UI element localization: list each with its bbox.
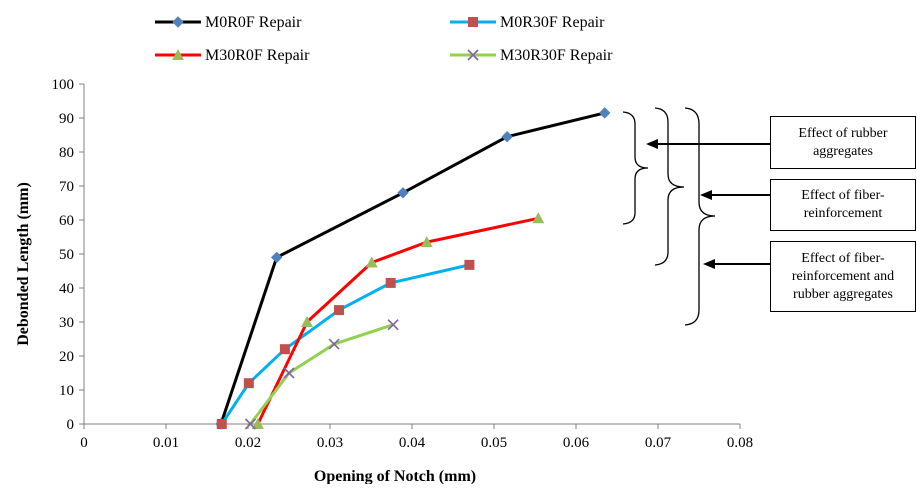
series-2 bbox=[251, 212, 545, 429]
data-point bbox=[243, 378, 254, 389]
legend-item-3: M30R30F Repair bbox=[450, 47, 613, 64]
data-point bbox=[216, 419, 227, 429]
legend-item-2: M30R0F Repair bbox=[155, 47, 310, 64]
bracket-fiber bbox=[654, 107, 685, 266]
data-point bbox=[501, 130, 513, 143]
x-marker-stroke bbox=[387, 319, 399, 331]
annotation-fiber-text: Effect of fiber-reinforcement bbox=[801, 188, 885, 221]
series-0 bbox=[215, 107, 611, 430]
arrow-rubber bbox=[646, 139, 770, 149]
y-tick-label: 10 bbox=[59, 383, 74, 399]
data-point bbox=[283, 367, 295, 379]
series-line bbox=[220, 263, 470, 425]
x-axis-title: Opening of Notch (mm) bbox=[314, 468, 476, 484]
data-point bbox=[279, 344, 290, 355]
series-3 bbox=[244, 319, 399, 430]
series-layer bbox=[215, 107, 611, 430]
legend-label: M0R30F Repair bbox=[500, 14, 605, 31]
data-point bbox=[365, 256, 378, 268]
legend-label: M0R0F Repair bbox=[205, 14, 302, 31]
y-axis-title: Debonded Length (mm) bbox=[15, 182, 32, 346]
data-point bbox=[334, 305, 345, 316]
x-tick-label: 0.05 bbox=[481, 435, 507, 451]
data-point bbox=[532, 212, 545, 224]
x-marker-stroke bbox=[467, 49, 479, 61]
series-line bbox=[249, 323, 394, 425]
bracket-rubber bbox=[622, 111, 649, 225]
x-marker-stroke bbox=[244, 418, 257, 430]
x-tick-label: 0.04 bbox=[399, 435, 426, 451]
legend-marker bbox=[172, 16, 184, 28]
x-tick-label: 0.07 bbox=[645, 435, 672, 451]
y-tick-label: 60 bbox=[59, 213, 74, 229]
arrow-head bbox=[646, 139, 658, 149]
y-tick-label: 0 bbox=[67, 417, 75, 433]
x-marker-stroke bbox=[283, 367, 295, 379]
legend-layer: M0R0F Repair M0R30F Repair M30R0F Repair M3… bbox=[155, 14, 613, 64]
data-point bbox=[301, 316, 314, 327]
x-tick-label: 0.03 bbox=[317, 435, 343, 451]
y-tick-label: 80 bbox=[59, 145, 74, 161]
y-tick-label: 50 bbox=[59, 247, 74, 263]
legend-item-1: M0R30F Repair bbox=[450, 14, 605, 31]
data-point bbox=[598, 107, 611, 119]
x-tick-label: 0.06 bbox=[563, 435, 590, 451]
y-tick-label: 30 bbox=[59, 315, 74, 331]
bracket-fiber-rubber bbox=[684, 107, 716, 326]
data-point bbox=[328, 338, 340, 350]
legend-label: M30R0F Repair bbox=[205, 47, 310, 64]
data-point bbox=[270, 251, 283, 264]
data-point bbox=[387, 319, 399, 331]
legend-item-0: M0R0F Repair bbox=[155, 14, 302, 31]
y-tick-label: 40 bbox=[59, 281, 74, 297]
legend-marker bbox=[468, 17, 478, 27]
axes-layer: 0 10 20 30 40 50 60 70 80 90 100 0 0.01 0.02 0.03 0.04 0… bbox=[15, 77, 753, 485]
x-tick-label: 0.08 bbox=[727, 435, 753, 451]
annotation-rubber-text: Effect of rubber aggregates bbox=[798, 125, 888, 159]
arrow-fiber bbox=[700, 190, 770, 200]
y-tick-label: 100 bbox=[52, 77, 75, 93]
series-line bbox=[219, 111, 606, 425]
data-point bbox=[397, 187, 409, 199]
data-point bbox=[464, 259, 475, 270]
annotation-fiber-box: Effect of fiber-reinforcement bbox=[770, 179, 916, 231]
legend-marker bbox=[172, 49, 184, 60]
annotation-fiber-rubber-box: Effect of fiber-reinforcement and rubber… bbox=[770, 241, 916, 312]
legend-label: M30R30F Repair bbox=[500, 47, 613, 64]
arrow-fiber-rubber bbox=[703, 259, 770, 269]
series-1 bbox=[216, 259, 475, 429]
y-tick-label: 90 bbox=[59, 111, 74, 127]
series-line bbox=[256, 216, 539, 425]
arrow-head bbox=[700, 190, 712, 200]
x-tick-label: 0.02 bbox=[235, 435, 261, 451]
y-tick-label: 70 bbox=[59, 179, 74, 195]
arrow-head bbox=[703, 259, 715, 269]
bracket-layer bbox=[622, 107, 770, 326]
data-point bbox=[385, 277, 396, 288]
data-point bbox=[251, 418, 264, 429]
data-point bbox=[420, 236, 433, 248]
annotation-fiber-rubber-text: Effect of fiber-reinforcement and rubber… bbox=[791, 250, 895, 302]
data-point bbox=[244, 418, 257, 430]
x-marker-stroke bbox=[328, 338, 340, 350]
x-tick-label: 0 bbox=[80, 435, 88, 451]
x-tick-label: 0.01 bbox=[153, 435, 179, 451]
y-tick-label: 20 bbox=[59, 349, 74, 365]
annotation-rubber-box: Effect of rubber aggregates bbox=[770, 116, 916, 169]
legend-marker bbox=[467, 49, 479, 61]
